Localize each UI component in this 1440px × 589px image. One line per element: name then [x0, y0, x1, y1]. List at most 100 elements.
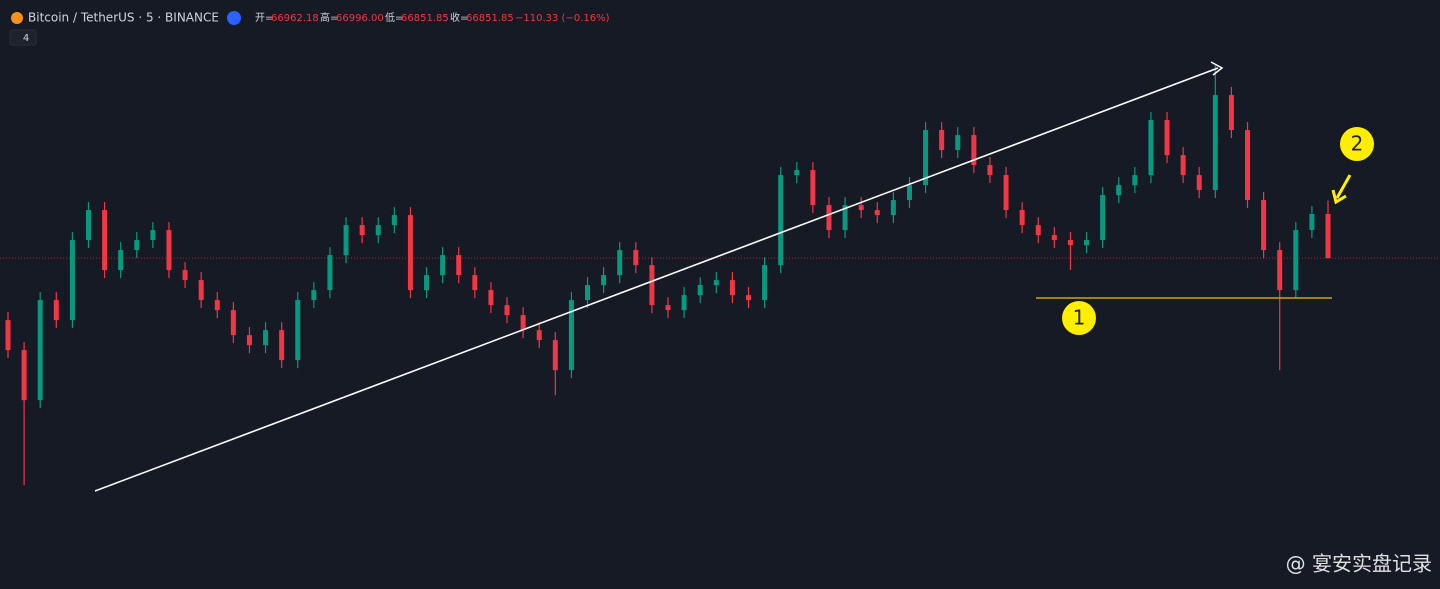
candle-body — [1100, 195, 1106, 241]
candle-body — [1019, 210, 1025, 226]
candle-body — [987, 165, 993, 176]
marker-arrow — [1331, 174, 1352, 205]
candle-body — [745, 295, 751, 301]
candle-body — [568, 300, 574, 371]
legend-label: 收= — [450, 11, 468, 24]
candle-body — [118, 250, 124, 271]
candle-body — [1325, 214, 1331, 259]
legend-value: 66996.00 — [336, 13, 384, 24]
candle-body — [21, 350, 27, 401]
candle-body — [391, 215, 397, 226]
candle-body — [472, 275, 478, 291]
marker-1 — [1062, 301, 1096, 335]
candle-body — [246, 335, 252, 346]
legend-change: −110.33 (−0.16%) — [515, 13, 610, 24]
candle-body — [665, 305, 671, 311]
candle-body — [633, 250, 639, 266]
candle-body — [681, 295, 687, 311]
marker-label: 2 — [1351, 132, 1364, 156]
candle-body — [762, 265, 768, 301]
candle-body — [424, 275, 430, 291]
coin-icon — [11, 12, 23, 24]
watermark: @ 宴安实盘记录 — [1286, 552, 1432, 576]
candle-body — [504, 305, 510, 316]
candle-body — [601, 275, 607, 286]
candle-body — [182, 270, 188, 281]
candle-body — [1084, 240, 1090, 246]
candle-body — [1116, 185, 1122, 196]
marker-label: 1 — [1073, 306, 1086, 330]
candle-body — [826, 205, 832, 231]
candle-body — [713, 280, 719, 286]
candle-body — [1180, 155, 1186, 176]
candles — [0, 65, 1440, 486]
candle-body — [1228, 95, 1234, 131]
candle-body — [488, 290, 494, 306]
candle-body — [649, 265, 655, 306]
trend-arrow — [1210, 61, 1224, 76]
candle-body — [617, 250, 623, 276]
candle-body — [1309, 214, 1315, 231]
candle-body — [230, 310, 236, 336]
candle-body — [1196, 175, 1202, 191]
candle-body — [858, 205, 864, 211]
candle-body — [810, 170, 816, 206]
candle-body — [166, 230, 172, 271]
candle-body — [359, 225, 365, 236]
candle-body — [134, 240, 140, 251]
candle-body — [214, 300, 220, 311]
candle-body — [37, 300, 43, 401]
candle-body — [778, 175, 784, 266]
candle-body — [1003, 175, 1009, 211]
candle-body — [102, 210, 108, 271]
candle-body — [456, 255, 462, 276]
candle-body — [874, 210, 880, 216]
candle-body — [1051, 235, 1057, 241]
candle-body — [1148, 120, 1154, 176]
candle-body — [1035, 225, 1041, 236]
candle-body — [1277, 250, 1283, 291]
candle-body — [552, 340, 558, 371]
candle-body — [536, 330, 542, 341]
candle-body — [1212, 95, 1218, 191]
candle-body — [407, 215, 413, 291]
candle-body — [1293, 230, 1299, 291]
candle-body — [1067, 240, 1073, 246]
legend-value: 66851.85 — [401, 13, 449, 24]
candle-body — [311, 290, 317, 301]
candle-body — [279, 330, 285, 361]
candle-body — [1164, 120, 1170, 156]
ohlc-legend: 开=66962.18 高=66996.00 低=66851.85 收=66851.85… — [255, 11, 610, 24]
candle-body — [520, 315, 526, 331]
candle-body — [327, 255, 333, 291]
symbol-title: Bitcoin / TetherUS · 5 · BINANCE — [28, 11, 219, 25]
candle-body — [375, 225, 381, 236]
marker-2 — [1340, 127, 1374, 161]
candle-body — [697, 285, 703, 296]
candle-body — [923, 130, 929, 186]
candle-body — [1245, 130, 1251, 201]
indicator-toggle[interactable] — [9, 29, 37, 46]
candle-body — [69, 240, 75, 321]
legend-label: 低= — [385, 11, 403, 24]
candle-body — [440, 255, 446, 276]
candle-body — [53, 300, 59, 321]
legend-label: 高= — [320, 11, 338, 24]
candle-body — [85, 210, 91, 241]
candle-body — [295, 300, 301, 361]
candle-body — [890, 200, 896, 216]
candle-body — [794, 170, 800, 176]
legend-value: 66962.18 — [271, 13, 319, 24]
candle-body — [198, 280, 204, 301]
candle-body — [263, 330, 269, 346]
candle-body — [729, 280, 735, 296]
candle-body — [1132, 175, 1138, 186]
legend-value: 66851.85 — [466, 13, 514, 24]
candle-body — [939, 130, 945, 151]
candle-body — [906, 185, 912, 201]
replay-icon — [227, 11, 241, 25]
indicator-count: 4 — [23, 33, 29, 44]
